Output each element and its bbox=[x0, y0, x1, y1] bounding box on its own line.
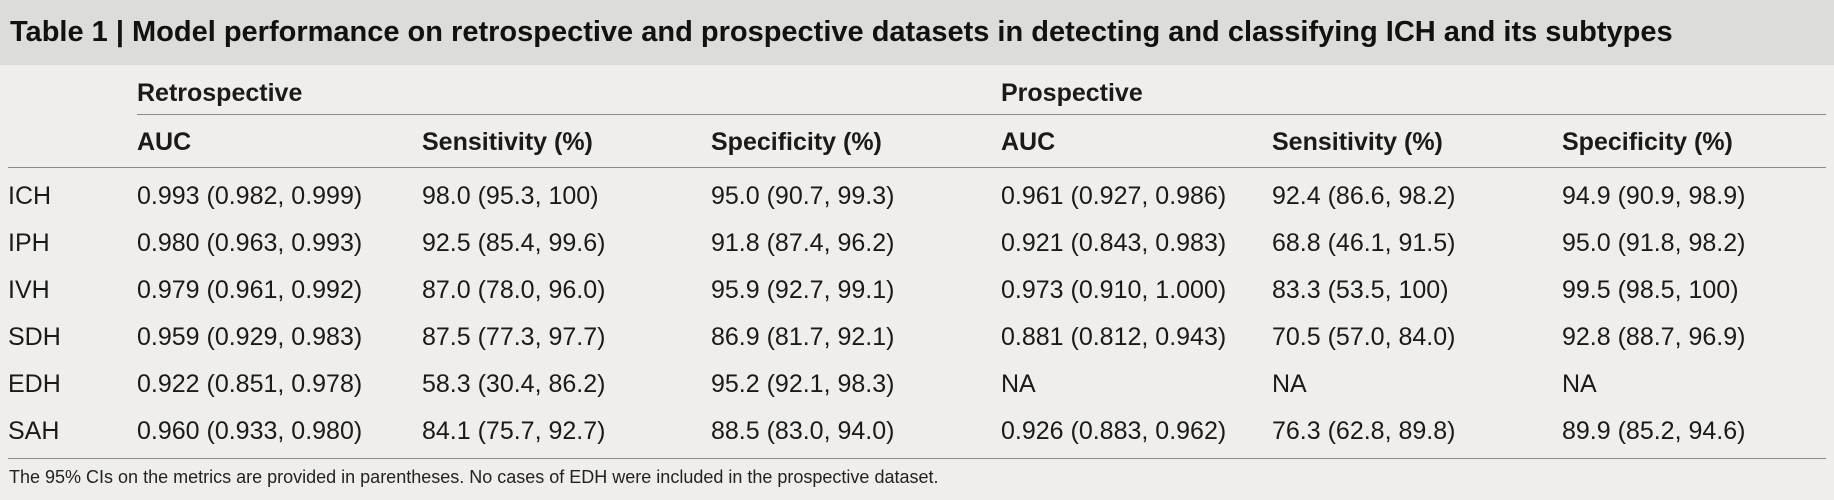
group-divider bbox=[137, 114, 1826, 115]
table-cell: 86.9 (81.7, 92.1) bbox=[711, 323, 895, 351]
row-label: SDH bbox=[8, 323, 61, 351]
header-pro-sensitivity: Sensitivity (%) bbox=[1272, 128, 1443, 156]
header-retro-auc: AUC bbox=[137, 128, 192, 156]
table-title-bar: Table 1 | Model performance on retrospec… bbox=[0, 0, 1834, 65]
table-cell: 0.993 (0.982, 0.999) bbox=[137, 182, 363, 210]
table-cell: 58.3 (30.4, 86.2) bbox=[422, 370, 606, 398]
table-cell: 70.5 (57.0, 84.0) bbox=[1272, 323, 1456, 351]
table-cell: 95.2 (92.1, 98.3) bbox=[711, 370, 895, 398]
table-cell: 0.979 (0.961, 0.992) bbox=[137, 276, 363, 304]
table-row: SDH 0.959 (0.929, 0.983) 87.5 (77.3, 97.7)… bbox=[8, 313, 1826, 360]
header-pro-auc: AUC bbox=[1001, 128, 1056, 156]
row-label: SAH bbox=[8, 417, 60, 445]
table-footnote: The 95% CIs on the metrics are provided … bbox=[9, 467, 939, 487]
group-label-prospective: Prospective bbox=[1001, 79, 1143, 107]
table-row: IPH 0.980 (0.963, 0.993) 92.5 (85.4, 99.6)… bbox=[8, 219, 1826, 266]
row-label: ICH bbox=[8, 182, 52, 210]
table-cell: 95.0 (91.8, 98.2) bbox=[1562, 229, 1746, 257]
table-cell: 76.3 (62.8, 89.8) bbox=[1272, 417, 1456, 445]
table-row: SAH 0.960 (0.933, 0.980) 84.1 (75.7, 92.7)… bbox=[8, 407, 1826, 454]
row-label: IVH bbox=[8, 276, 50, 304]
table-cell: 84.1 (75.7, 92.7) bbox=[422, 417, 606, 445]
table-cell: NA bbox=[1562, 370, 1597, 398]
table-title: Table 1 | Model performance on retrospec… bbox=[10, 16, 1673, 48]
table-cell: 95.0 (90.7, 99.3) bbox=[711, 182, 895, 210]
table-cell: 92.8 (88.7, 96.9) bbox=[1562, 323, 1746, 351]
table-cell: 94.9 (90.9, 98.9) bbox=[1562, 182, 1746, 210]
table-cell: 89.9 (85.2, 94.6) bbox=[1562, 417, 1746, 445]
table-cell: 0.960 (0.933, 0.980) bbox=[137, 417, 363, 445]
table-cell: 0.961 (0.927, 0.986) bbox=[1001, 182, 1227, 210]
header-retro-specificity: Specificity (%) bbox=[711, 128, 882, 156]
group-header-row: Retrospective Prospective bbox=[0, 65, 1834, 115]
table-cell: 0.921 (0.843, 0.983) bbox=[1001, 229, 1227, 257]
column-header-row: AUC Sensitivity (%) Specificity (%) AUC … bbox=[8, 115, 1826, 168]
row-label: EDH bbox=[8, 370, 61, 398]
table-cell: 0.926 (0.883, 0.962) bbox=[1001, 417, 1227, 445]
row-label: IPH bbox=[8, 229, 50, 257]
table-cell: 91.8 (87.4, 96.2) bbox=[711, 229, 895, 257]
table-cell: 0.959 (0.929, 0.983) bbox=[137, 323, 363, 351]
table-cell: NA bbox=[1272, 370, 1307, 398]
table-cell: 0.980 (0.963, 0.993) bbox=[137, 229, 363, 257]
table-body: ICH 0.993 (0.982, 0.999) 98.0 (95.3, 100) 9… bbox=[8, 168, 1826, 459]
table-cell: NA bbox=[1001, 370, 1036, 398]
table-cell: 98.0 (95.3, 100) bbox=[422, 182, 599, 210]
table-row: ICH 0.993 (0.982, 0.999) 98.0 (95.3, 100) 9… bbox=[8, 172, 1826, 219]
table-row: EDH 0.922 (0.851, 0.978) 58.3 (30.4, 86.2)… bbox=[8, 360, 1826, 407]
table-cell: 83.3 (53.5, 100) bbox=[1272, 276, 1449, 304]
header-retro-sensitivity: Sensitivity (%) bbox=[422, 128, 593, 156]
table-cell: 68.8 (46.1, 91.5) bbox=[1272, 229, 1456, 257]
table-cell: 92.4 (86.6, 98.2) bbox=[1272, 182, 1456, 210]
table-cell: 88.5 (83.0, 94.0) bbox=[711, 417, 895, 445]
table-cell: 95.9 (92.7, 99.1) bbox=[711, 276, 895, 304]
table-cell: 99.5 (98.5, 100) bbox=[1562, 276, 1739, 304]
table-row: IVH 0.979 (0.961, 0.992) 87.0 (78.0, 96.0)… bbox=[8, 266, 1826, 313]
table-cell: 0.881 (0.812, 0.943) bbox=[1001, 323, 1227, 351]
table-cell: 87.5 (77.3, 97.7) bbox=[422, 323, 606, 351]
performance-table: Retrospective Prospective AUC Sensitivit… bbox=[0, 65, 1834, 459]
header-pro-specificity: Specificity (%) bbox=[1562, 128, 1733, 156]
table-cell: 0.973 (0.910, 1.000) bbox=[1001, 276, 1227, 304]
group-label-retrospective: Retrospective bbox=[137, 79, 303, 107]
table-cell: 0.922 (0.851, 0.978) bbox=[137, 370, 363, 398]
table-cell: 92.5 (85.4, 99.6) bbox=[422, 229, 606, 257]
table-cell: 87.0 (78.0, 96.0) bbox=[422, 276, 606, 304]
